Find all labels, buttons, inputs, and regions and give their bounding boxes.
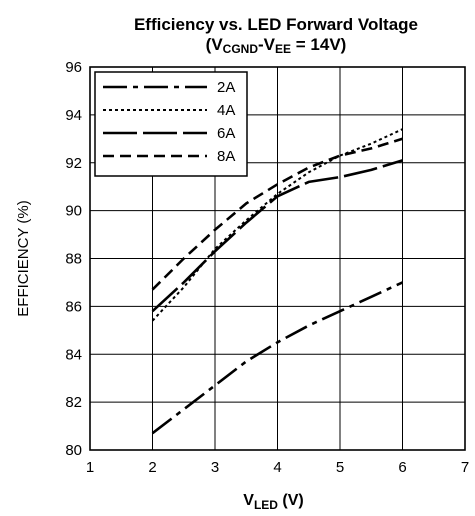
- y-tick-label: 82: [65, 394, 82, 411]
- x-tick-label: 1: [86, 459, 94, 476]
- plot-frame: [89, 66, 466, 451]
- subtitle-sub1: CGND: [223, 42, 259, 56]
- x-axis-label-sub: LED: [254, 498, 278, 512]
- subtitle-close: = 14V): [291, 35, 346, 54]
- y-tick-label: 96: [65, 59, 82, 76]
- y-tick-label: 92: [65, 155, 82, 172]
- x-tick-label: 2: [148, 459, 156, 476]
- legend-label-6a: 6A: [217, 125, 235, 142]
- subtitle-mid: -V: [258, 35, 276, 54]
- x-tick-label: 4: [273, 459, 281, 476]
- legend: 2A 4A 6A 8A: [94, 71, 248, 177]
- subtitle-open: (V: [206, 35, 224, 54]
- series-line-6a: [151, 159, 403, 313]
- y-tick-label: 90: [65, 203, 82, 220]
- subtitle-sub2: EE: [275, 42, 291, 56]
- x-tick-label: 7: [461, 459, 469, 476]
- x-tick-label: 6: [398, 459, 406, 476]
- legend-box: [94, 71, 248, 177]
- y-tick-label: 84: [65, 346, 82, 363]
- legend-label-8a: 8A: [217, 148, 235, 165]
- y-tick-label: 94: [65, 107, 82, 124]
- series-line-4a: [151, 128, 403, 322]
- y-axis-label: EFFICIENCY (%): [15, 200, 32, 316]
- chart-title: Efficiency vs. LED Forward Voltage: [134, 15, 418, 34]
- y-tick-label: 80: [65, 442, 82, 459]
- series-line-2a: [151, 281, 404, 435]
- x-tick-label: 5: [336, 459, 344, 476]
- x-axis-label-unit: (V): [278, 492, 304, 509]
- x-tick-label: 3: [211, 459, 219, 476]
- tick-labels: 1 2 3 4 5 6 7 80 82 84 86 88 90 92 94 96: [65, 59, 469, 476]
- legend-label-4a: 4A: [217, 102, 235, 119]
- legend-label-2a: 2A: [217, 79, 235, 96]
- chart-subtitle: (VCGND-VEE = 14V): [206, 35, 347, 56]
- series-layer: [151, 128, 404, 435]
- y-tick-label: 88: [65, 251, 82, 268]
- series-line-8a: [151, 137, 403, 291]
- y-tick-label: 86: [65, 298, 82, 315]
- x-axis-label: VLED (V): [243, 492, 303, 512]
- x-axis-label-main: V: [243, 492, 254, 509]
